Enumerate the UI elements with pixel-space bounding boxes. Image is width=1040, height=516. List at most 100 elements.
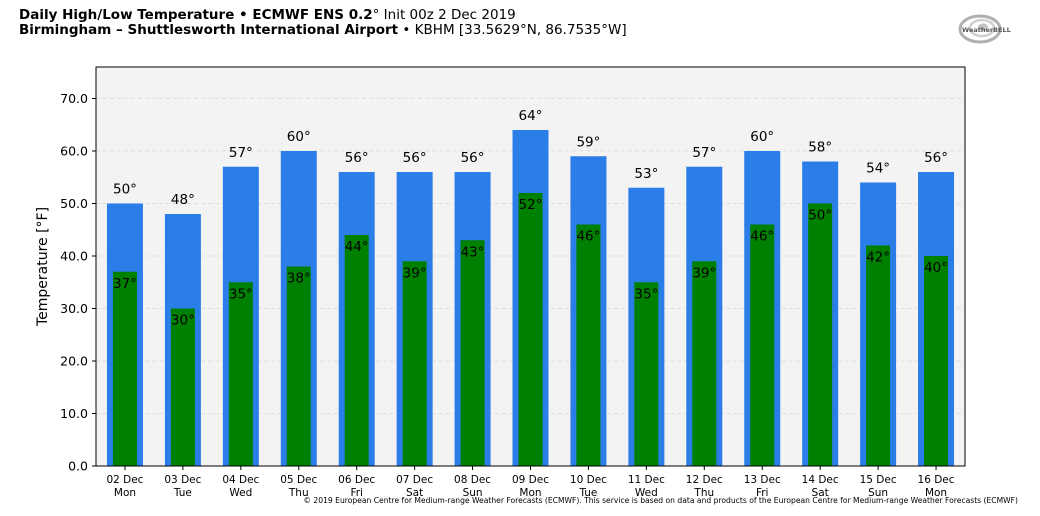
low-temp-label: 40°: [924, 260, 948, 276]
x-tick-weekday: Mon: [114, 487, 136, 499]
low-temp-bar: [866, 245, 891, 466]
high-temp-label: 57°: [692, 145, 716, 161]
high-temp-label: 56°: [403, 150, 427, 166]
x-tick-weekday: Sat: [812, 487, 829, 499]
high-temp-label: 48°: [171, 192, 195, 208]
x-tick-weekday: Mon: [519, 487, 541, 499]
low-temp-label: 39°: [403, 265, 427, 281]
copyright-notice: © 2019 European Centre for Medium-range …: [303, 496, 1018, 505]
x-tick-weekday: Tue: [578, 487, 597, 499]
low-temp-bar: [692, 261, 717, 466]
x-tick-date: 14 Dec: [802, 474, 839, 486]
y-tick-label: 0.0: [68, 459, 88, 474]
x-tick-date: 09 Dec: [512, 474, 549, 486]
x-tick-weekday: Wed: [635, 487, 658, 499]
low-temp-label: 42°: [866, 250, 890, 266]
x-tick-date: 05 Dec: [280, 474, 317, 486]
y-tick-label: 50.0: [60, 196, 88, 211]
x-tick-date: 03 Dec: [164, 474, 201, 486]
high-temp-label: 56°: [461, 150, 485, 166]
low-temp-bar: [750, 224, 775, 466]
x-tick-weekday: Sat: [406, 487, 423, 499]
title-block: Daily High/Low Temperature • ECMWF ENS 0…: [19, 8, 627, 38]
high-temp-label: 56°: [924, 150, 948, 166]
low-temp-label: 50°: [808, 208, 832, 224]
low-temp-bar: [170, 308, 195, 466]
y-axis-ticks: 0.0 10.0 20.0 30.0 40.0 50.0 60.0 70.0: [60, 91, 96, 474]
low-temp-bar: [286, 266, 311, 466]
low-temp-bar: [228, 282, 253, 466]
low-temp-bar: [924, 256, 949, 466]
chart-title: Daily High/Low Temperature • ECMWF ENS 0…: [19, 8, 627, 23]
low-temp-label: 30°: [171, 313, 195, 329]
low-temp-label: 38°: [287, 271, 311, 287]
x-tick-date: 08 Dec: [454, 474, 491, 486]
y-tick-label: 40.0: [60, 249, 88, 264]
x-tick-date: 02 Dec: [106, 474, 143, 486]
x-tick-date: 10 Dec: [570, 474, 607, 486]
low-temp-label: 46°: [750, 229, 774, 245]
high-temp-label: 53°: [634, 166, 658, 182]
low-temp-bar: [402, 261, 427, 466]
high-temp-label: 64°: [519, 108, 543, 124]
chart-title-init: Init 00z 2 Dec 2019: [379, 7, 516, 23]
bars: [106, 130, 955, 466]
weatherbell-logo: WeatherBELL: [956, 12, 1018, 48]
location-name: Birmingham – Shuttlesworth International…: [19, 22, 399, 38]
low-temp-bar: [460, 240, 485, 466]
low-temp-bar: [808, 203, 833, 466]
x-tick-weekday: Mon: [925, 487, 947, 499]
low-temp-bar: [634, 282, 659, 466]
x-tick-weekday: Thu: [288, 487, 309, 499]
y-tick-label: 20.0: [60, 354, 88, 369]
x-tick-weekday: Thu: [693, 487, 714, 499]
low-temp-bar: [518, 193, 543, 466]
x-tick-weekday: Tue: [173, 487, 192, 499]
x-tick-date: 06 Dec: [338, 474, 375, 486]
y-tick-label: 60.0: [60, 144, 88, 159]
x-tick-date: 13 Dec: [744, 474, 781, 486]
x-tick-weekday: Fri: [756, 487, 769, 499]
logo-text: WeatherBELL: [962, 26, 1011, 34]
chart-subtitle: Birmingham – Shuttlesworth International…: [19, 23, 627, 38]
high-temp-label: 56°: [345, 150, 369, 166]
high-temp-label: 50°: [113, 182, 137, 198]
low-temp-label: 43°: [461, 244, 485, 260]
high-temp-label: 60°: [287, 129, 311, 145]
x-tick-date: 04 Dec: [222, 474, 259, 486]
swirl-logo-icon: WeatherBELL: [958, 14, 1011, 44]
x-tick-date: 12 Dec: [686, 474, 723, 486]
y-axis-label: Temperature [°F]: [35, 207, 51, 327]
x-tick-weekday: Wed: [229, 487, 252, 499]
x-tick-date: 16 Dec: [918, 474, 955, 486]
low-temp-label: 35°: [229, 286, 253, 302]
low-temp-bar: [576, 224, 601, 466]
x-tick-weekday: Fri: [350, 487, 363, 499]
high-temp-label: 58°: [808, 140, 832, 156]
y-tick-label: 30.0: [60, 301, 88, 316]
low-temp-label: 35°: [634, 286, 658, 302]
low-temp-bar: [344, 235, 369, 466]
low-temp-label: 37°: [113, 276, 137, 292]
high-temp-label: 59°: [576, 134, 600, 150]
high-temp-label: 60°: [750, 129, 774, 145]
low-temp-label: 52°: [519, 197, 543, 213]
low-temp-bar: [112, 271, 137, 466]
x-tick-weekday: Sun: [868, 487, 888, 499]
x-tick-date: 11 Dec: [628, 474, 665, 486]
low-temp-label: 46°: [576, 229, 600, 245]
chart-title-degree: °: [372, 7, 380, 23]
y-tick-label: 10.0: [60, 406, 88, 421]
low-temp-label: 39°: [692, 265, 716, 281]
x-tick-weekday: Sun: [463, 487, 483, 499]
high-temp-label: 54°: [866, 161, 890, 177]
chart-title-main: Daily High/Low Temperature • ECMWF ENS 0…: [19, 7, 373, 23]
y-tick-label: 70.0: [60, 91, 88, 106]
high-temp-label: 57°: [229, 145, 253, 161]
x-tick-date: 15 Dec: [860, 474, 897, 486]
data-labels: 50° 37° 48° 30° 57° 35° 60° 38° 56° 44° 56° 39° 56° 4…: [113, 108, 948, 329]
location-details: • KBHM [33.5629°N, 86.7535°W]: [398, 22, 627, 38]
low-temp-label: 44°: [345, 239, 369, 255]
